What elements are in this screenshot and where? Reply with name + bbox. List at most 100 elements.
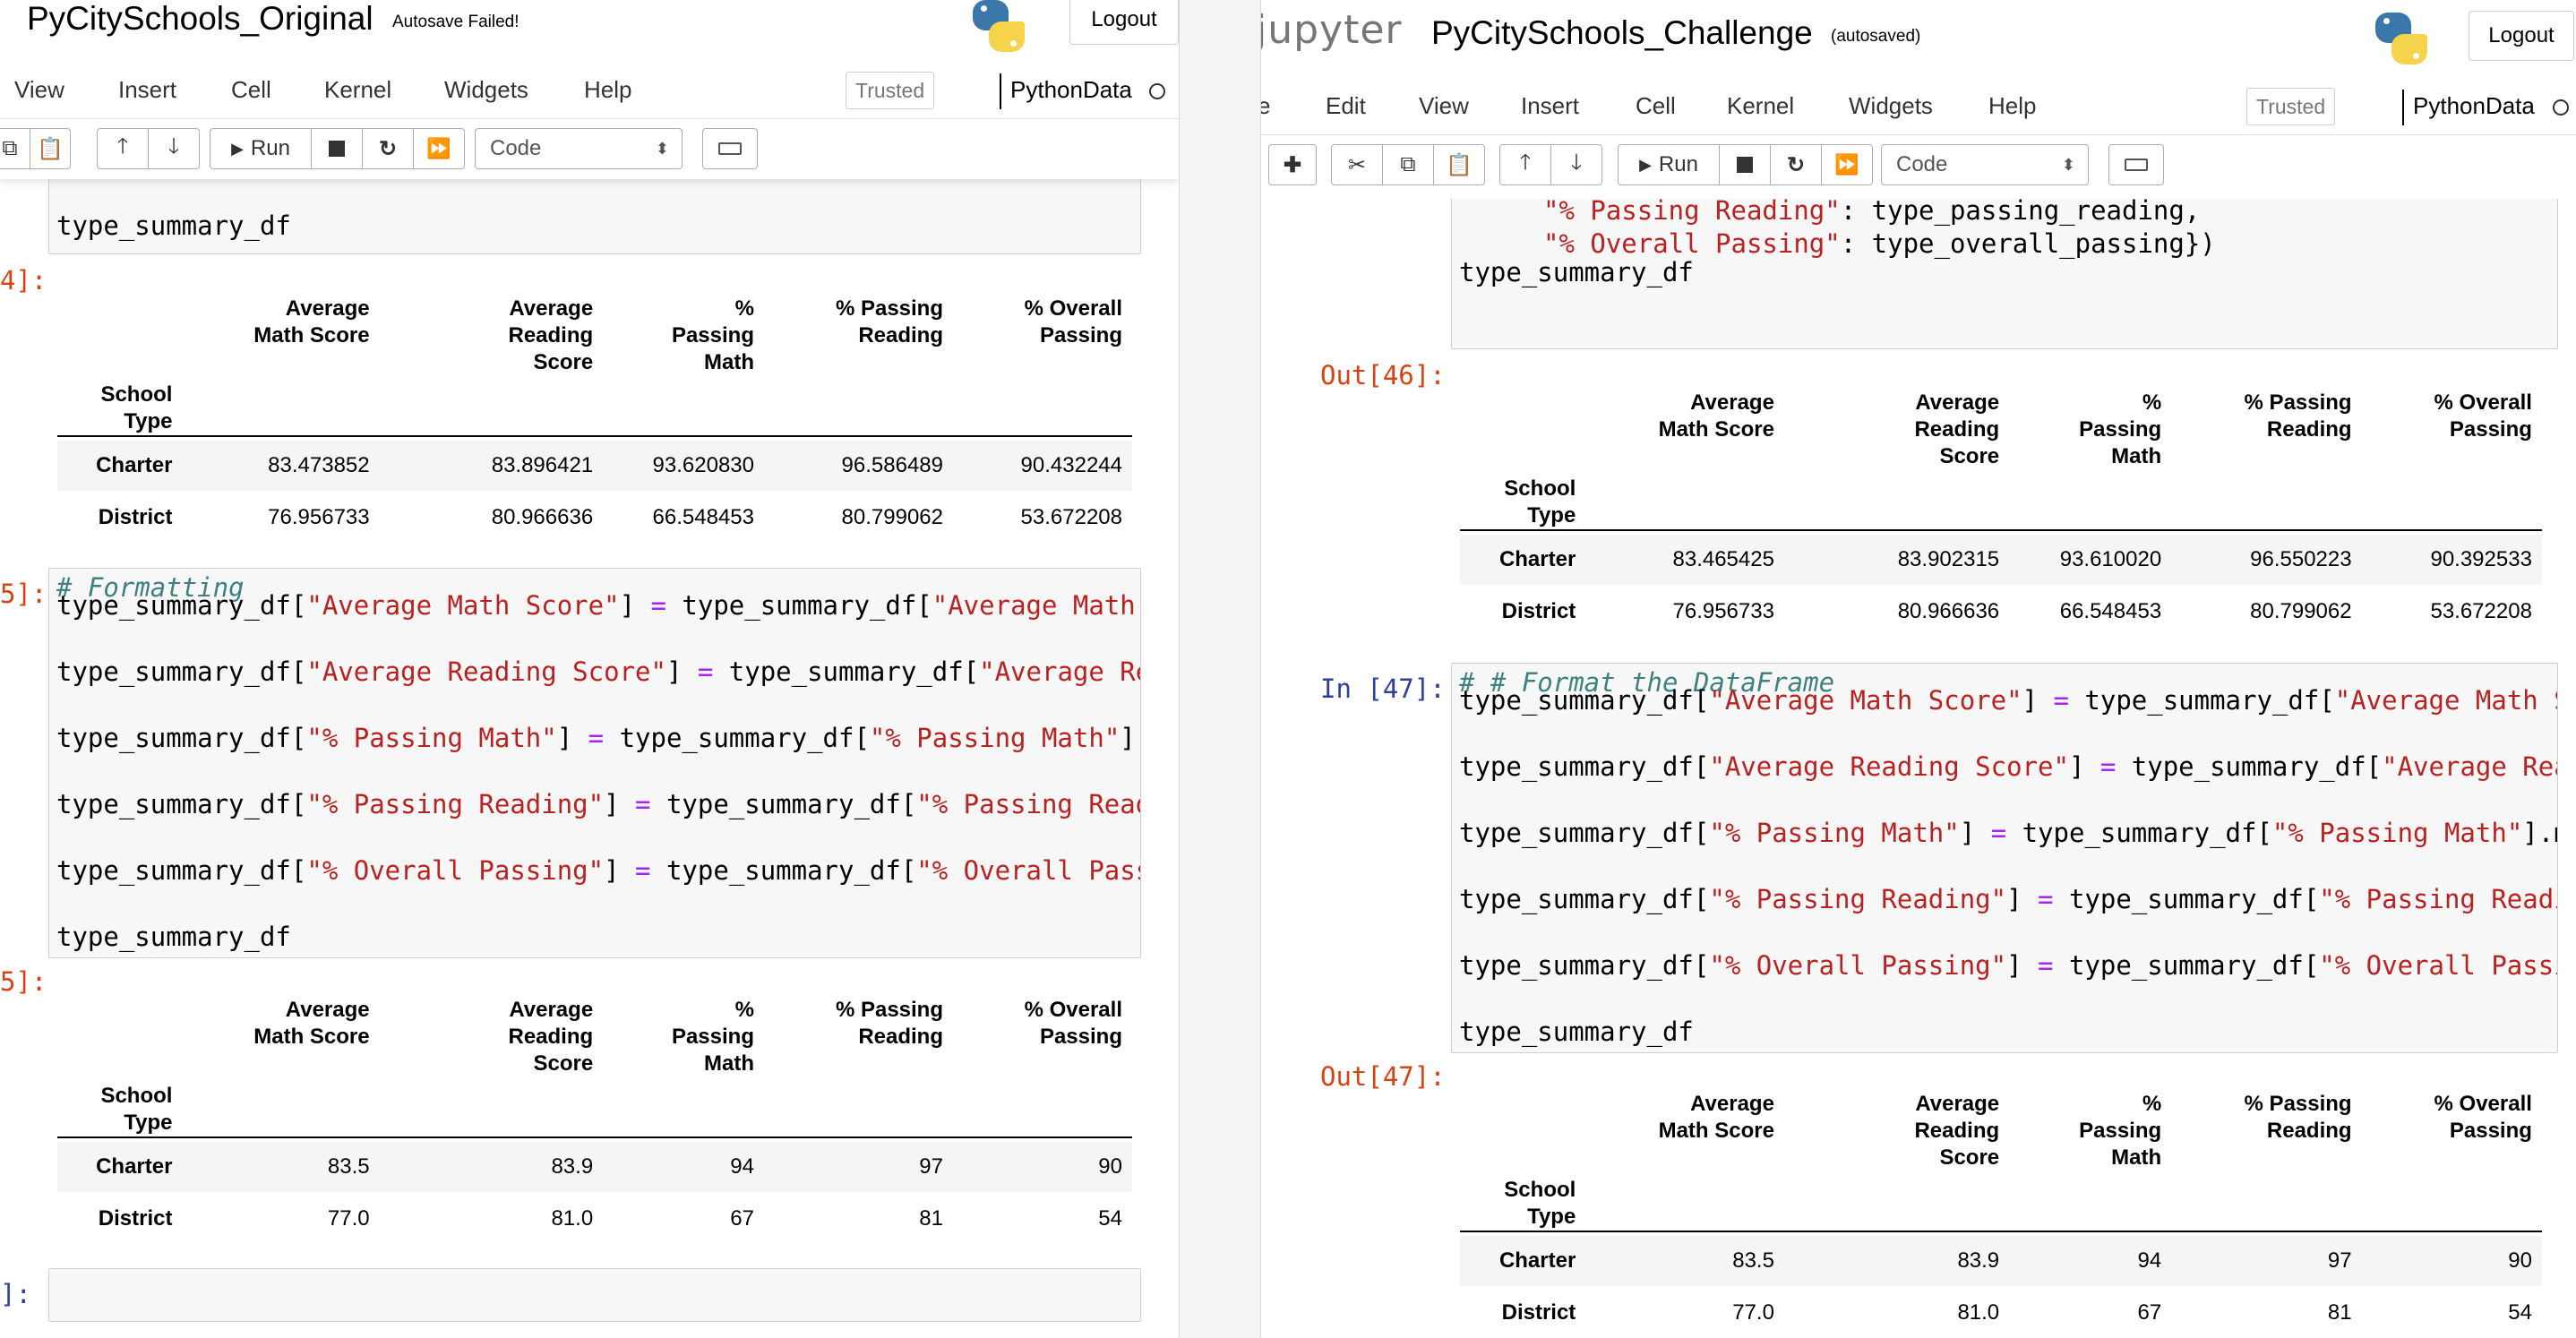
empty-code-cell[interactable] [48,1268,1141,1322]
menu-view[interactable]: View [14,76,64,103]
table-cell: 90 [2508,1248,2532,1273]
menu-cell[interactable]: Cell [231,76,271,103]
output-prompt: Out[47]: [1320,1061,1446,1092]
table-cell: 54 [2508,1300,2532,1325]
code-line: type_summary_df [1459,1016,1694,1047]
logout-button[interactable]: Logout [1069,0,1179,45]
table-cell: 94 [730,1154,754,1179]
interrupt-kernel-button[interactable] [1719,144,1771,185]
paste-cell-button[interactable]: 📋 [30,128,71,169]
interrupt-kernel-button[interactable] [311,128,363,169]
table-cell: 67 [2137,1300,2162,1325]
cell-type-select[interactable]: Code ⬍ [1881,144,2089,185]
restart-icon: ↻ [378,136,398,161]
code-token: type_summary_df[ [2053,950,2320,981]
code-comment: # Formatting [56,572,245,603]
command-palette-button[interactable] [702,128,758,169]
menu-view[interactable]: View [1419,92,1469,119]
menu-insert[interactable]: Insert [118,76,177,103]
menu-edit[interactable]: Edit [1326,92,1366,119]
row-label: Charter [1498,1248,1576,1273]
table-cell: 80.799062 [841,505,943,529]
menu-widgets[interactable]: Widgets [444,76,528,103]
table-cell: 81.0 [551,1206,594,1231]
scissors-icon: ✂ [1347,152,1367,177]
row-label: Charter [1498,547,1576,571]
code-token: "Average Reading Score" [306,656,666,687]
code-cell-formatting[interactable]: # # Format the DataFrame type_summary_df[… [1451,663,2558,1053]
trusted-indicator[interactable]: Trusted [846,72,935,109]
code-token: "Average Math Sc [932,590,1136,621]
cut-cell-button[interactable]: ✂ [1331,144,1383,185]
code-line: type_summary_df["% Passing Math"] = type… [1459,818,2557,848]
fast-forward-icon: ⏩ [426,137,451,159]
code-token: ] [2006,950,2039,981]
code-line: "% Passing Reading": type_passing_readin… [1543,195,2200,226]
code-token: type_summary_df[ [56,723,307,753]
menu-kernel[interactable]: Kernel [324,76,392,103]
restart-run-all-button[interactable]: ⏩ [1821,144,1873,185]
notebook-title[interactable]: PyCitySchools_Original [27,0,374,37]
logout-button[interactable]: Logout [2469,11,2574,61]
menu-kernel[interactable]: Kernel [1727,92,1795,119]
code-token: "% Overall Passing" [306,855,605,886]
menu-cell[interactable]: Cell [1636,92,1676,119]
move-cell-up-button[interactable]: 🡑 [1499,144,1551,185]
restart-kernel-button[interactable]: ↻ [1770,144,1822,185]
autosave-status: Autosave Failed! [392,13,519,31]
menu-insert[interactable]: Insert [1521,92,1580,119]
column-header: % Passing Math [671,296,754,374]
run-button[interactable]: ▶ Run [1618,144,1720,185]
menu-file-partial[interactable]: e [1261,92,1271,119]
copy-cell-button[interactable]: ⧉ [0,128,30,169]
code-token: ] [665,656,698,687]
code-token: = [635,789,651,819]
trusted-indicator[interactable]: Trusted [2246,88,2336,125]
code-token: type_summary_df[ [56,656,307,687]
code-token: type_summary_df[ [2068,685,2335,716]
restart-run-all-button[interactable]: ⏩ [413,128,465,169]
table-cell: 83.896421 [491,453,594,477]
copy-cell-button[interactable]: ⧉ [1382,144,1434,185]
code-token: "% Overall Passin [2319,950,2557,981]
paste-cell-button[interactable]: 📋 [1433,144,1485,185]
command-palette-button[interactable] [2108,144,2164,185]
index-name: School Type [100,382,173,433]
run-button[interactable]: ▶ Run [210,128,312,169]
index-name: School Type [1504,1178,1576,1229]
table-cell: 90 [1098,1154,1122,1179]
insert-cell-button[interactable]: ✚ [1268,144,1317,185]
table-row-stripe [1460,535,2542,585]
table-cell: 66.548453 [2059,599,2162,623]
menu-help[interactable]: Help [1988,92,2037,119]
fast-forward-icon: ⏩ [1834,153,1859,176]
row-label: Charter [96,453,173,477]
column-header: Average Math Score [1658,390,1774,442]
code-line: type_summary_df["% Passing Math"] = type… [56,723,1140,753]
code-token: type_summary_df[ [1459,685,1710,716]
code-line: type_summary_df["% Passing Reading"] = t… [56,789,1140,819]
code-cell-formatting[interactable]: # Formatting type_summary_df[ "Average Mat… [48,568,1141,958]
restart-kernel-button[interactable]: ↻ [362,128,414,169]
menu-widgets[interactable]: Widgets [1849,92,1933,119]
code-token: type_summary_df[ [1459,950,1710,981]
move-cell-up-button[interactable]: 🡑 [97,128,149,169]
move-cell-down-button[interactable]: 🡓 [1550,144,1602,185]
kernel-name[interactable]: PythonData [2413,92,2535,119]
move-cell-down-button[interactable]: 🡓 [148,128,200,169]
row-label: District [98,505,173,529]
column-header: Average Reading Score [508,296,594,374]
menu-help[interactable]: Help [584,76,632,103]
paste-icon: 📋 [1446,152,1473,177]
cell-type-select[interactable]: Code ⬍ [475,128,683,169]
table-cell: 94 [2137,1248,2162,1273]
table-row-stripe [1460,1236,2542,1286]
notebook-title[interactable]: PyCitySchools_Challenge [1431,14,1813,51]
jupyter-logo[interactable]: jupyter [1261,7,1403,53]
kernel-name[interactable]: PythonData [1010,76,1132,103]
table-cell: 76.956733 [1672,599,1774,623]
left-notebook-window: type_summary_df 4]: Average Math Score Av… [0,0,1179,1338]
table-cell: 93.620830 [652,453,754,477]
code-comment: # # Format the DataFrame [1459,667,1835,698]
code-token: "% Passing Math" [2271,818,2523,848]
